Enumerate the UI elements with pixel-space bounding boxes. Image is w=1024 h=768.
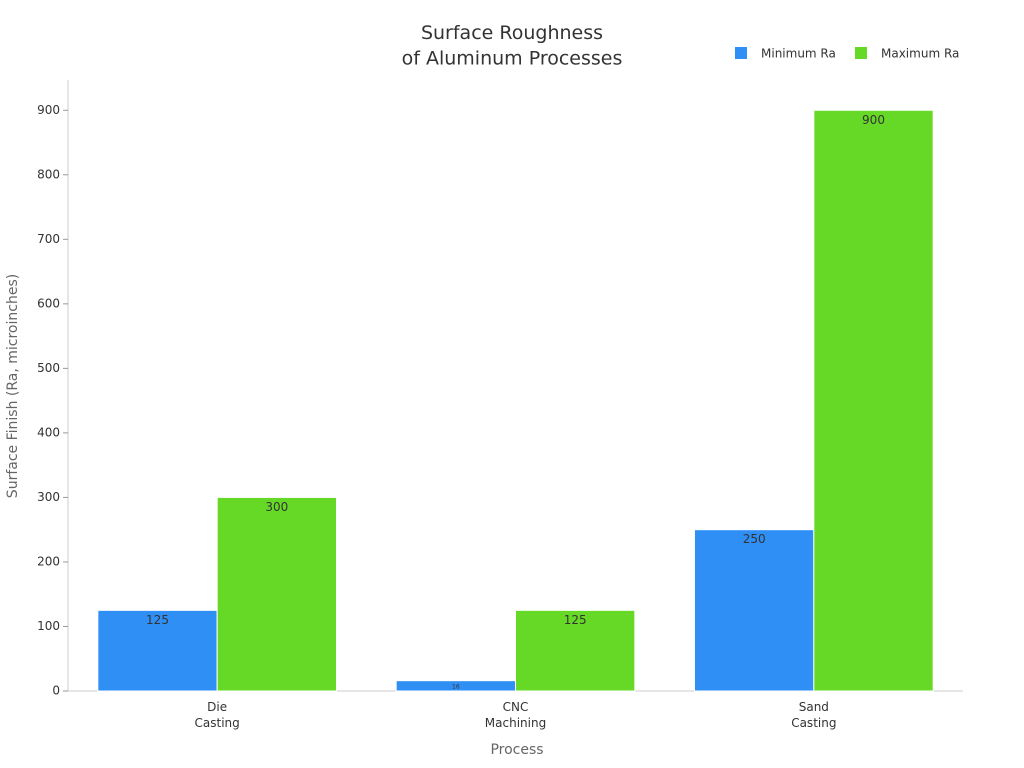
y-tick-label: 300 — [37, 490, 60, 504]
legend-swatch — [735, 47, 747, 59]
bar — [813, 109, 934, 692]
x-tick-label: Sand Casting — [791, 700, 836, 730]
y-axis-label: Surface Finish (Ra, microinches) — [5, 274, 21, 498]
bar — [515, 609, 636, 692]
x-axis-label: Process — [490, 742, 543, 758]
y-tick-label: 900 — [37, 103, 60, 117]
legend-label: Minimum Ra — [761, 47, 836, 61]
x-tick-label: Die Casting — [195, 700, 240, 730]
legend-label: Maximum Ra — [881, 47, 959, 61]
value-label: 900 — [862, 113, 885, 127]
y-tick-label: 800 — [37, 167, 60, 181]
y-tick-label: 400 — [37, 425, 60, 439]
bar — [694, 529, 815, 692]
legend-swatch — [855, 47, 867, 59]
chart-title: Surface Roughness of Aluminum Processes — [402, 22, 623, 70]
y-tick-label: 0 — [52, 684, 60, 698]
bar — [216, 496, 338, 692]
value-label: 300 — [265, 500, 288, 514]
value-label: 16 — [452, 683, 460, 690]
value-label: 125 — [564, 613, 587, 627]
y-tick-label: 500 — [37, 361, 60, 375]
y-tick-label: 700 — [37, 232, 60, 246]
y-tick-label: 600 — [37, 296, 60, 310]
y-tick-label: 100 — [37, 619, 60, 633]
value-label: 250 — [743, 532, 766, 546]
y-tick-label: 200 — [37, 554, 60, 568]
bar — [97, 609, 218, 692]
x-tick-label: CNC Machining — [485, 700, 546, 730]
value-label: 125 — [146, 613, 169, 627]
